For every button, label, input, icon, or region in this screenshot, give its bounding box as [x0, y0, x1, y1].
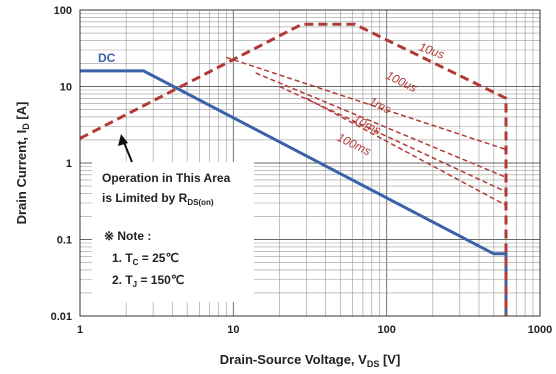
y-tick-label: 0.01 — [51, 311, 72, 323]
note2-sub: J — [133, 280, 137, 289]
xlabel-tail: [V] — [379, 352, 400, 367]
y-tick-label: 10 — [60, 82, 72, 94]
series-label-dc: DC — [98, 51, 116, 65]
tick-labels: 1 10 100 1000 100 10 1 0.1 0.01 — [51, 5, 553, 336]
xlabel-sub: DS — [367, 359, 380, 369]
note1-tail: = 25℃ — [138, 251, 179, 265]
note2-tail: = 150℃ — [137, 273, 184, 287]
series-line-10us — [79, 22, 508, 316]
note-item-1: 1. TC = 25℃ — [112, 251, 179, 267]
x-tick-label: 10 — [227, 324, 239, 336]
annotation-line-1: Operation in This Area — [102, 171, 231, 185]
series-line-1ms — [255, 72, 507, 178]
x-axis-title: Drain-Source Voltage, VDS [V] — [220, 352, 401, 369]
plot-frame — [79, 9, 541, 317]
y-tick-label: 0.1 — [57, 235, 72, 247]
series-line-100ms — [306, 97, 507, 206]
annotation-box — [92, 162, 254, 302]
y-tick-label: 100 — [54, 5, 72, 17]
y-axis-title: Drain Current, ID [A] — [14, 102, 31, 225]
x-tick-label: 100 — [377, 324, 395, 336]
note1-main: 1. T — [112, 251, 133, 265]
note-item-2: 2. TJ = 150℃ — [112, 273, 184, 289]
ylabel-tail: [A] — [14, 102, 29, 124]
x-tick-label: 1 — [77, 324, 83, 336]
rds-main: is Limited by R — [102, 191, 188, 205]
y-tick-label: 1 — [66, 158, 72, 170]
rds-sub: DS(on) — [187, 198, 214, 207]
note2-main: 2. T — [112, 273, 133, 287]
xlabel-main: Drain-Source Voltage, V — [220, 352, 367, 367]
series-line-100us — [226, 56, 507, 151]
series-layer — [79, 22, 508, 316]
annotation-line-2: is Limited by RDS(on) — [102, 191, 214, 207]
x-tick-label: 1000 — [528, 324, 552, 336]
ylabel-sub: D — [21, 123, 31, 130]
ylabel-main: Drain Current, I — [14, 130, 29, 225]
note-title: ※ Note : — [104, 229, 151, 243]
annotation-arrow-head — [118, 134, 128, 146]
note1-sub: C — [133, 258, 139, 267]
